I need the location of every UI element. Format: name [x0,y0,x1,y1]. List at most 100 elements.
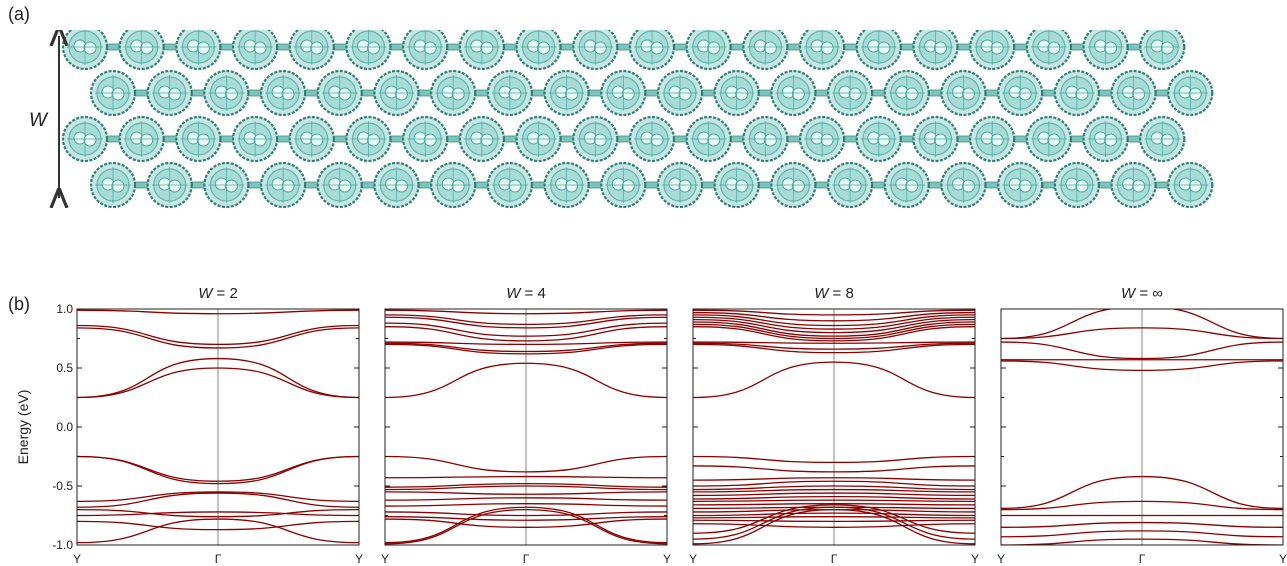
band-line [693,495,975,500]
panel-title: W = 8 [814,285,854,302]
fullerene-molecule [61,30,109,71]
x-tick-label: Γ [1139,552,1146,566]
band-line [385,516,667,521]
band-line [77,492,359,508]
band-line [385,482,667,488]
fullerene-molecule [742,115,789,163]
fullerene-molecule [61,115,109,163]
band-line [385,491,667,495]
fullerene-molecule [628,30,676,71]
fullerene-molecule [373,69,420,117]
fullerene-molecule [458,30,505,71]
band-line [77,367,359,399]
fullerene-molecule [600,69,647,117]
y-axis-label: Energy (eV) [15,390,31,465]
width-label-bg [30,106,52,130]
fullerene-molecule [89,69,137,117]
band-panel: W = 2 1.0 0.5 0.0 -0.5 -1.0 Energy (eV) Y Γ Y [15,285,363,566]
fullerene-molecule [118,115,165,163]
fullerene-molecule [628,115,676,163]
fullerene-molecule [940,69,987,117]
fullerene-molecule [912,30,959,71]
x-tick-label: Y [355,552,363,566]
fullerene-molecule [656,69,704,117]
band-line [77,324,359,346]
fullerene-molecule [1053,69,1101,117]
fullerene-molecule [175,115,222,163]
y-tick-label: 1.0 [56,302,73,316]
fullerene-molecule [316,69,363,117]
fullerene-molecule [713,69,760,117]
band-line [385,497,667,501]
band-line [693,309,975,316]
band-line [693,326,975,342]
band-panel: W = 4 Y Γ Y [381,285,671,566]
fullerene-molecule [430,161,477,209]
band-line [693,504,975,534]
fullerene-molecule [685,115,732,163]
fullerene-molecule [486,69,533,117]
band-line [385,518,667,528]
band-line [693,519,975,523]
band-panel: W = 8 Y Γ Y [689,285,979,566]
band-line [693,316,975,330]
band-line [693,516,975,519]
fullerene-molecule [260,69,307,117]
band-line [385,475,667,479]
band-line [693,492,975,497]
band-line [1001,500,1283,511]
band-line [693,455,975,464]
x-tick-label: Y [689,552,697,566]
fullerene-molecule [940,161,987,209]
fullerene-molecule [402,115,449,163]
panel-title: W = 4 [506,285,546,302]
fullerene-molecule [1025,30,1072,71]
fullerene-molecule [288,30,335,71]
band-line [693,506,975,540]
fullerene-molecule [486,161,533,209]
fullerene-molecule [1082,115,1129,163]
band-line [77,357,359,399]
band-line [77,309,359,315]
fullerene-molecule [543,161,590,209]
panel-b-label: (b) [8,294,30,314]
fullerene-molecule [656,161,704,209]
fullerene-molecule [799,30,846,71]
fullerene-molecule [572,115,619,163]
band-line [693,342,975,350]
fullerene-molecule [1053,161,1101,209]
y-tick-label: 0.5 [56,361,73,375]
band-line [77,508,359,518]
band-line [385,322,667,337]
band-line [385,326,667,342]
x-tick-label: Y [663,552,671,566]
fullerene-molecule [402,30,449,71]
fullerene-molecule [232,115,279,163]
fullerene-molecule [515,115,562,163]
fullerene-molecule [232,30,279,71]
band-line [693,488,975,493]
band-line [385,362,667,399]
band-line [77,518,359,544]
fullerene-molecule [515,30,562,71]
band-line [1001,530,1283,538]
band-line [77,327,359,349]
x-tick-label: Y [73,552,81,566]
band-line [385,511,667,517]
band-line [385,314,667,325]
fullerene-molecule [458,115,505,163]
y-tick-label: 0.0 [56,420,73,434]
panel-a-label: (a) [8,4,30,24]
band-line [693,343,975,354]
width-arrow-label: W [29,110,49,131]
fullerene-molecule [146,161,193,209]
band-line [385,503,667,507]
band-line [693,503,975,506]
fullerene-molecule [1110,161,1157,209]
fullerene-molecule [260,161,307,209]
x-tick-label: Γ [831,552,838,566]
band-line [693,321,975,337]
fullerene-molecule [742,30,789,71]
